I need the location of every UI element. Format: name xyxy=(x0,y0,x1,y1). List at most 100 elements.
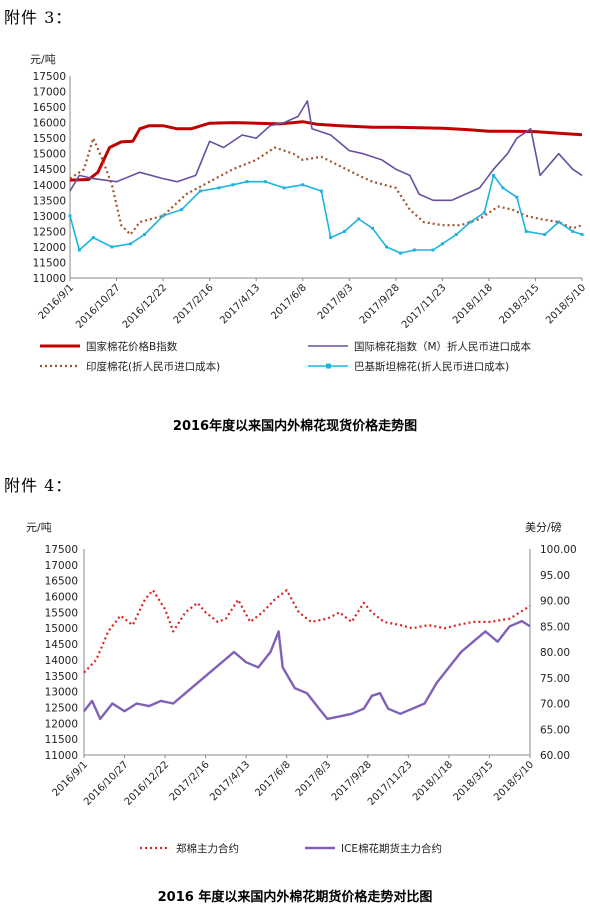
x-tick-label: 2016/10/27 xyxy=(74,282,123,331)
y-tick-label: 15500 xyxy=(33,133,66,145)
x-tick-label: 2017/2/16 xyxy=(172,282,216,326)
y-tick-label: 16000 xyxy=(33,118,66,130)
legend-label-1: ICE棉花期货主力合约 xyxy=(341,842,442,855)
x-tick-label: 2017/6/8 xyxy=(253,759,293,799)
x-tick-label: 2017/2/16 xyxy=(168,759,212,803)
legend-label-0: 国家棉花价格B指数 xyxy=(86,340,178,353)
y-tick-label: 14000 xyxy=(33,180,66,192)
x-tick-label: 2017/4/13 xyxy=(218,282,262,326)
y-axis-left-label: 元/吨 xyxy=(26,521,52,534)
y-tick-label-right: 90.00 xyxy=(540,596,570,608)
y-tick-label-right: 75.00 xyxy=(540,673,570,685)
y-tick-label-right: 85.00 xyxy=(540,621,570,633)
series-point-3 xyxy=(180,208,184,212)
y-tick-label-left: 12000 xyxy=(45,718,78,730)
x-tick-label: 2017/9/28 xyxy=(330,759,374,803)
series-point-3 xyxy=(161,214,165,218)
x-tick-label: 2017/9/28 xyxy=(358,282,402,326)
x-tick-label: 2017/8/3 xyxy=(294,759,334,799)
y-tick-label-left: 11000 xyxy=(45,750,78,762)
series-line-1 xyxy=(69,100,583,202)
y-tick-label-left: 13000 xyxy=(45,687,78,699)
y-tick-label: 12000 xyxy=(33,242,66,254)
series-point-3 xyxy=(543,232,547,236)
series-point-3 xyxy=(282,186,286,190)
annex4-caption: 2016 年度以来国内外棉花期货价格走势对比图 xyxy=(157,890,433,905)
x-tick-label: 2016/9/1 xyxy=(37,282,77,322)
legend-label-0: 郑棉主力合约 xyxy=(176,842,239,855)
legend-label-3: 巴基斯坦棉花(折人民币进口成本) xyxy=(354,360,509,373)
series-line-0 xyxy=(83,589,531,674)
y-tick-label-left: 17500 xyxy=(45,544,78,556)
series-point-3 xyxy=(91,236,95,240)
x-tick-label: 2018/5/10 xyxy=(544,282,588,326)
x-tick-label: 2018/3/15 xyxy=(452,759,496,803)
annex4-heading: 附件 4： xyxy=(4,476,73,495)
x-tick-label: 2016/12/22 xyxy=(121,282,170,331)
y-tick-label: 11000 xyxy=(33,273,66,285)
y-tick-label: 11500 xyxy=(33,257,66,269)
y-tick-label-right: 65.00 xyxy=(540,724,570,736)
y-tick-label: 14500 xyxy=(33,164,66,176)
x-tick-label: 2018/3/15 xyxy=(498,282,542,326)
legend-label-1: 国际棉花指数（M）折人民币进口成本 xyxy=(354,340,532,353)
series-point-3 xyxy=(482,211,486,215)
x-tick-label: 2017/8/3 xyxy=(316,282,356,322)
x-tick-label: 2018/5/10 xyxy=(492,759,536,803)
y-tick-label-left: 14000 xyxy=(45,655,78,667)
series-point-3 xyxy=(398,251,402,255)
y-tick-label: 15000 xyxy=(33,149,66,161)
y-tick-label-right: 70.00 xyxy=(540,699,570,711)
x-tick-label: 2018/1/18 xyxy=(411,759,455,803)
y-tick-label: 16500 xyxy=(33,102,66,114)
y-tick-label-left: 13500 xyxy=(45,671,78,683)
y-tick-label: 13000 xyxy=(33,211,66,223)
y-tick-label: 17500 xyxy=(33,71,66,83)
series-point-3 xyxy=(319,189,323,193)
series-point-3 xyxy=(142,232,146,236)
series-point-3 xyxy=(110,245,114,249)
series-point-3 xyxy=(77,248,81,252)
y-tick-label-left: 16500 xyxy=(45,576,78,588)
series-point-3 xyxy=(263,180,267,184)
y-tick-label-left: 11500 xyxy=(45,734,78,746)
series-point-3 xyxy=(329,236,333,240)
x-tick-label: 2017/11/23 xyxy=(400,282,449,331)
series-point-3 xyxy=(515,195,519,199)
futures-price-chart: 元/吨 美分/磅 11000 11500 12000 12500 13000 13500 140… xyxy=(26,520,577,855)
series-point-3 xyxy=(371,226,375,230)
series-point-3 xyxy=(412,248,416,252)
y-tick-label: 17000 xyxy=(33,87,66,99)
x-tick-label: 2017/6/8 xyxy=(269,282,309,322)
series-point-3 xyxy=(524,229,528,233)
series-point-3 xyxy=(129,242,133,246)
y-tick-label-right: 100.00 xyxy=(540,544,577,556)
series-point-3 xyxy=(301,183,305,187)
series-line-1 xyxy=(83,619,531,721)
y-tick-label-right: 60.00 xyxy=(540,750,570,762)
y-tick-label-right: 95.00 xyxy=(540,570,570,582)
series-point-3 xyxy=(571,229,575,233)
series-point-3 xyxy=(580,232,584,236)
legend-marker-3 xyxy=(326,363,331,369)
series-point-3 xyxy=(198,189,202,193)
y-tick-label: 12500 xyxy=(33,226,66,238)
series-point-3 xyxy=(454,232,458,236)
series-point-3 xyxy=(431,248,435,252)
y-tick-label: 13500 xyxy=(33,195,66,207)
x-tick-label: 2017/4/13 xyxy=(208,759,252,803)
series-point-3 xyxy=(385,245,389,249)
y-tick-label-left: 16000 xyxy=(45,592,78,604)
series-point-3 xyxy=(440,242,444,246)
y-axis-right-label: 美分/磅 xyxy=(525,520,562,534)
y-tick-label-left: 17000 xyxy=(45,560,78,572)
series-point-3 xyxy=(492,173,496,177)
series-line-2 xyxy=(69,137,583,236)
y-tick-label-right: 80.00 xyxy=(540,647,570,659)
x-tick-label: 2016/9/1 xyxy=(51,759,91,799)
y-tick-label-left: 12500 xyxy=(45,702,78,714)
series-point-3 xyxy=(68,214,72,218)
series-point-3 xyxy=(245,180,249,184)
series-point-3 xyxy=(343,229,347,233)
series-point-3 xyxy=(231,183,235,187)
